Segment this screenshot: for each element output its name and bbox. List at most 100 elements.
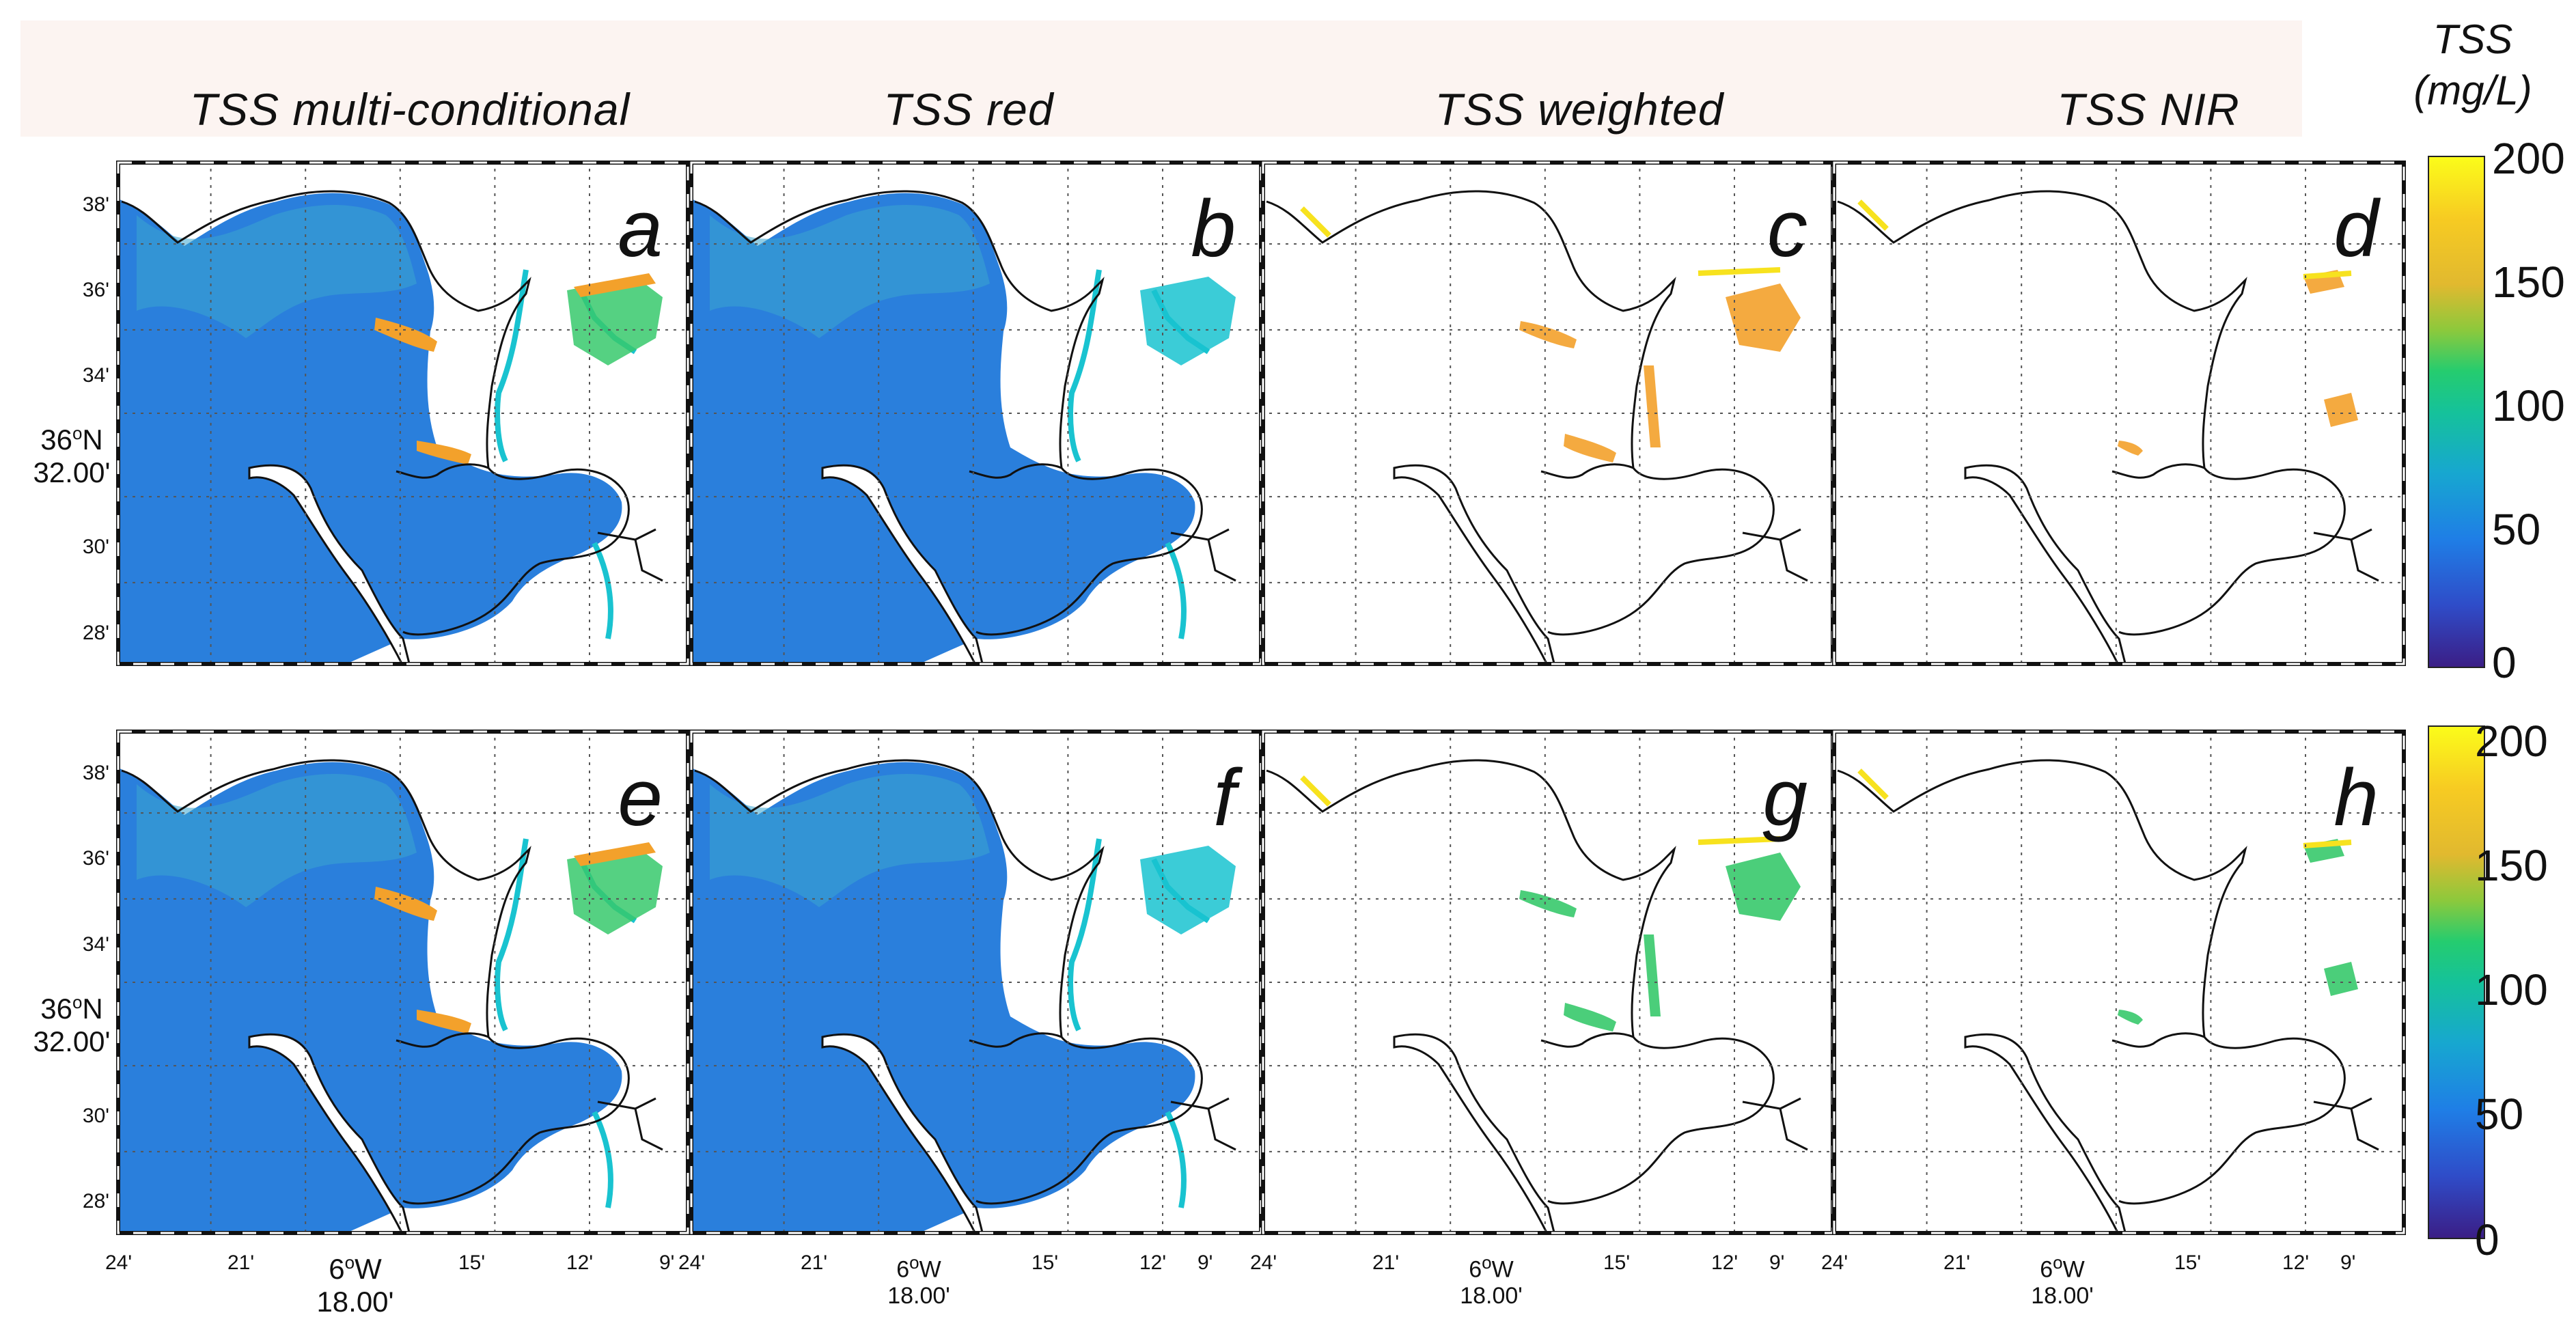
map-panel-f: f: [689, 730, 1263, 1235]
lon-main-label-col2: 6oW 18.00': [864, 1252, 973, 1310]
lat-tick-28-row2: 28': [82, 1190, 109, 1213]
cb-bottom-tick-150: 150: [2475, 841, 2548, 890]
lon-main-label-col4: 6oW 18.00': [2008, 1252, 2117, 1310]
colorbar-title-line2: (mg/L): [2413, 68, 2532, 113]
degree-sign: o: [1482, 1252, 1492, 1273]
lat-tick-30-row2: 30': [82, 1105, 109, 1127]
coastline: [1837, 759, 2346, 1205]
column-title-multi-conditional: TSS multi-conditional: [189, 84, 631, 135]
coastline: [694, 759, 1203, 1205]
map-panel-b: b: [689, 161, 1263, 666]
header-band: [20, 20, 2302, 137]
lon-tick-9-col4: 9': [2340, 1251, 2356, 1274]
degree-sign: o: [344, 1252, 355, 1273]
lon-minutes: 18.00': [2031, 1283, 2094, 1310]
coastline: [694, 190, 1203, 636]
lon-minutes: 18.00': [887, 1283, 950, 1310]
lon-tick-12-col2: 12': [1139, 1251, 1167, 1274]
degree-sign: o: [2053, 1252, 2063, 1273]
lat-tick-36-row1: 36': [82, 279, 109, 301]
lon-tick-9-col1: 9': [659, 1251, 675, 1274]
lon-degrees: 6: [896, 1256, 910, 1283]
lat-tick-30-row1: 30': [82, 536, 109, 558]
lat-unit: N: [82, 424, 103, 456]
degree-sign: o: [909, 1252, 919, 1273]
lat-minutes: 32.00': [33, 456, 111, 489]
lat-tick-34-row1: 34': [82, 364, 109, 387]
lon-degrees: 6: [1469, 1256, 1482, 1283]
column-title-red: TSS red: [883, 84, 1054, 135]
lon-unit: W: [2062, 1256, 2085, 1283]
lon-minutes: 18.00': [316, 1286, 394, 1318]
map-panel-e: e: [116, 730, 690, 1235]
lat-main-label-row2: 36oN 32.00': [27, 992, 116, 1059]
lon-tick-12-col4: 12': [2282, 1251, 2310, 1274]
lon-tick-9-col2: 9': [1197, 1251, 1213, 1274]
lon-tick-21-col3: 21': [1372, 1251, 1400, 1274]
lat-tick-34-row2: 34': [82, 933, 109, 956]
lat-degrees: 36: [40, 424, 72, 456]
colorbar-title-line1: TSS: [2433, 16, 2513, 62]
lon-unit: W: [355, 1253, 382, 1285]
lon-tick-12-col1: 12': [566, 1251, 594, 1274]
lon-tick-24-col3: 24': [1250, 1251, 1277, 1274]
map-panel-h: h: [1832, 730, 2406, 1235]
cb-top-tick-200: 200: [2492, 134, 2565, 183]
cb-top-tick-100: 100: [2492, 381, 2565, 430]
lat-minutes: 32.00': [33, 1025, 111, 1058]
colorbar-title: TSS (mg/L): [2384, 14, 2562, 116]
lon-degrees: 6: [2040, 1256, 2053, 1283]
lon-minutes: 18.00': [1460, 1283, 1523, 1310]
map-panel-a: a: [116, 161, 690, 666]
lon-tick-24-col1: 24': [105, 1251, 133, 1274]
lon-main-label-col1: 6oW 18.00': [301, 1252, 410, 1319]
coastline: [1266, 190, 1775, 636]
lat-tick-38-row1: 38': [82, 193, 109, 216]
cb-bottom-tick-200: 200: [2475, 717, 2548, 766]
cb-bottom-tick-100: 100: [2475, 965, 2548, 1014]
lon-tick-9-col3: 9': [1769, 1251, 1785, 1274]
lon-tick-21-col2: 21': [801, 1251, 828, 1274]
colorbar-top: [2428, 156, 2485, 668]
lat-degrees: 36: [40, 993, 72, 1025]
lon-tick-24-col2: 24': [678, 1251, 706, 1274]
lon-tick-15-col4: 15': [2174, 1251, 2202, 1274]
cb-bottom-tick-50: 50: [2475, 1090, 2524, 1139]
lon-tick-21-col4: 21': [1943, 1251, 1971, 1274]
cb-top-tick-50: 50: [2492, 505, 2541, 554]
lon-tick-21-col1: 21': [227, 1251, 255, 1274]
panel-letter-g: g: [1762, 753, 1808, 843]
lon-main-label-col3: 6oW 18.00': [1437, 1252, 1546, 1310]
lat-unit: N: [82, 993, 103, 1025]
lon-degrees: 6: [329, 1253, 345, 1285]
degree-sign: o: [72, 992, 83, 1012]
map-panel-d: d: [1832, 161, 2406, 666]
coastline: [121, 759, 630, 1205]
lon-unit: W: [919, 1256, 941, 1283]
cb-bottom-tick-0: 0: [2475, 1215, 2499, 1264]
lat-tick-28-row1: 28': [82, 622, 109, 644]
degree-sign: o: [72, 423, 83, 443]
colorbar-bottom: [2428, 725, 2485, 1239]
lat-tick-36-row2: 36': [82, 847, 109, 870]
map-panel-c: c: [1261, 161, 1835, 666]
column-title-weighted: TSS weighted: [1435, 84, 1724, 135]
cb-top-tick-0: 0: [2492, 638, 2517, 687]
panel-letter-d: d: [2333, 184, 2381, 274]
coastline: [1266, 759, 1775, 1205]
lat-tick-38-row2: 38': [82, 762, 109, 784]
cb-top-tick-150: 150: [2492, 258, 2565, 307]
coastline: [121, 190, 630, 636]
panel-letter-h: h: [2333, 753, 2379, 843]
lat-main-label-row1: 36oN 32.00': [27, 423, 116, 490]
lon-tick-12-col3: 12': [1711, 1251, 1739, 1274]
panel-letter-e: e: [618, 753, 663, 843]
lon-tick-15-col2: 15': [1031, 1251, 1059, 1274]
lon-unit: W: [1491, 1256, 1514, 1283]
lon-tick-15-col3: 15': [1603, 1251, 1631, 1274]
column-title-nir: TSS NIR: [2057, 84, 2240, 135]
panel-letter-c: c: [1767, 184, 1808, 274]
lon-tick-24-col4: 24': [1821, 1251, 1848, 1274]
map-panel-g: g: [1261, 730, 1835, 1235]
